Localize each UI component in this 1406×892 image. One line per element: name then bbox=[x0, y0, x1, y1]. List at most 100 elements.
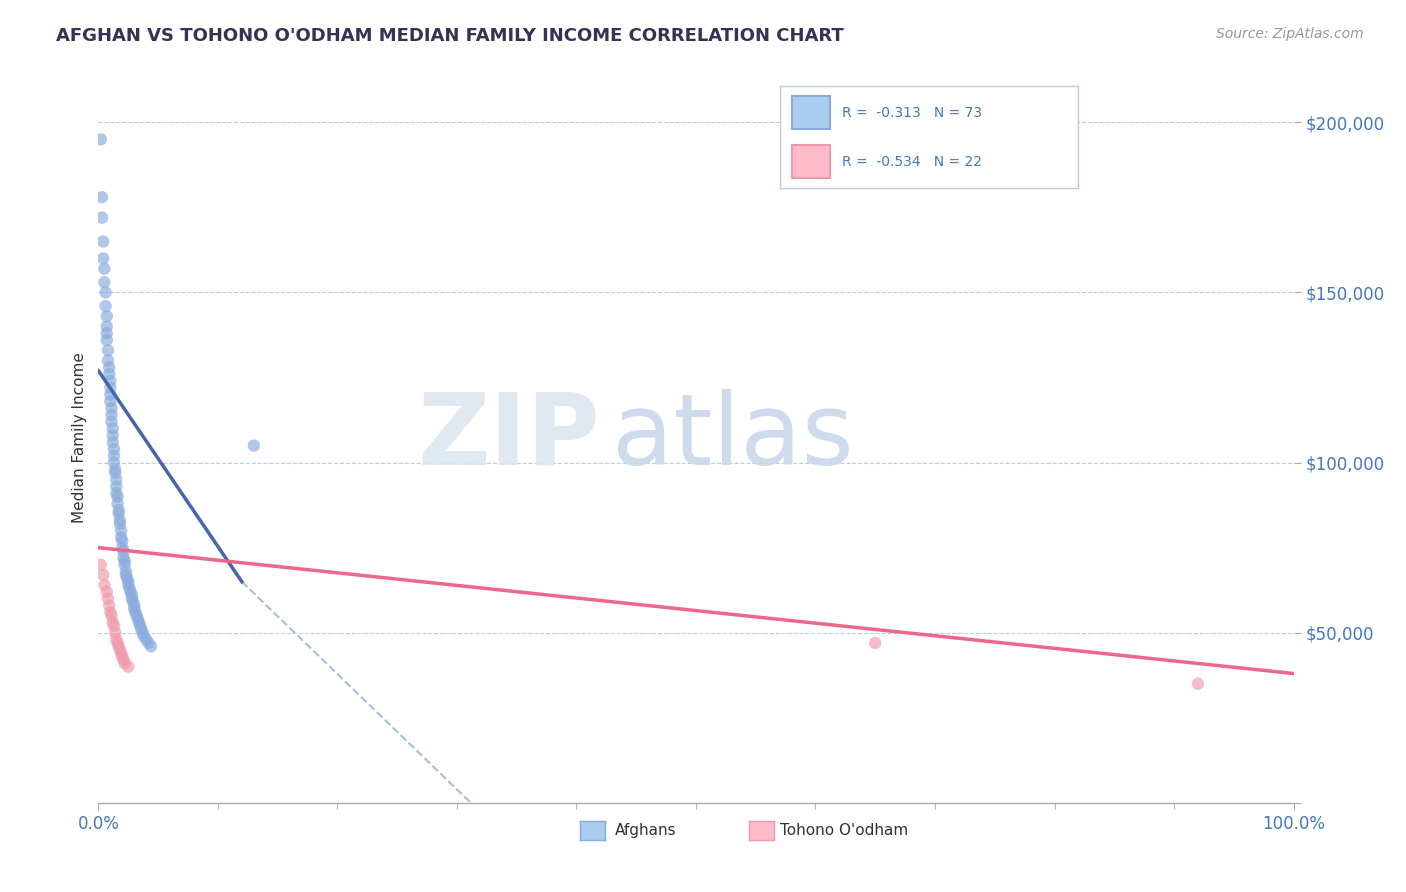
Point bbox=[97, 353, 120, 368]
Point bbox=[97, 343, 120, 358]
Point bbox=[138, 636, 160, 650]
Point bbox=[112, 550, 135, 565]
Point bbox=[131, 622, 153, 636]
Point bbox=[105, 473, 128, 487]
Point bbox=[865, 636, 887, 650]
Point bbox=[96, 310, 118, 324]
Point bbox=[129, 619, 152, 633]
Point bbox=[121, 588, 143, 602]
Point bbox=[124, 602, 146, 616]
Point bbox=[103, 449, 125, 463]
Point bbox=[115, 567, 138, 582]
Point bbox=[105, 486, 128, 500]
Point bbox=[90, 132, 112, 146]
Point bbox=[101, 428, 124, 442]
Point bbox=[103, 442, 125, 456]
Text: Afghans: Afghans bbox=[614, 823, 676, 838]
Point bbox=[122, 595, 145, 609]
Point bbox=[114, 558, 136, 572]
Point bbox=[100, 401, 122, 416]
Point bbox=[98, 374, 122, 388]
Point bbox=[98, 605, 122, 619]
Point bbox=[104, 466, 127, 480]
Point bbox=[111, 533, 134, 548]
Point bbox=[112, 653, 135, 667]
Point bbox=[98, 367, 121, 381]
Point bbox=[93, 261, 115, 276]
Point bbox=[96, 333, 118, 347]
Point bbox=[105, 632, 128, 647]
Text: Source: ZipAtlas.com: Source: ZipAtlas.com bbox=[1216, 27, 1364, 41]
Point bbox=[1187, 677, 1209, 691]
Point bbox=[101, 435, 124, 450]
Point bbox=[104, 462, 127, 476]
Point bbox=[96, 326, 118, 341]
Point bbox=[120, 585, 142, 599]
Text: atlas: atlas bbox=[613, 389, 853, 485]
Point bbox=[98, 387, 122, 401]
Point bbox=[94, 285, 117, 300]
Point bbox=[100, 608, 122, 623]
Point bbox=[104, 625, 127, 640]
Point bbox=[128, 615, 150, 630]
Point bbox=[96, 585, 118, 599]
Text: Tohono O'odham: Tohono O'odham bbox=[779, 823, 908, 838]
Point bbox=[105, 479, 128, 493]
Point bbox=[91, 252, 114, 266]
Point bbox=[97, 591, 120, 606]
Point bbox=[112, 544, 135, 558]
Point bbox=[114, 657, 136, 671]
Point bbox=[111, 649, 134, 664]
Point bbox=[93, 275, 115, 289]
Point bbox=[117, 659, 139, 673]
Point bbox=[110, 524, 132, 538]
Point bbox=[127, 612, 149, 626]
Point bbox=[243, 439, 266, 453]
Point bbox=[96, 319, 118, 334]
Point bbox=[131, 625, 153, 640]
Text: ZIP: ZIP bbox=[418, 389, 600, 485]
Point bbox=[135, 632, 157, 647]
Point bbox=[94, 299, 117, 313]
Point bbox=[107, 636, 129, 650]
Point bbox=[121, 591, 143, 606]
Point bbox=[93, 578, 115, 592]
Point bbox=[90, 558, 112, 572]
Point bbox=[110, 646, 132, 660]
Point bbox=[108, 642, 131, 657]
Point bbox=[110, 531, 132, 545]
Point bbox=[139, 640, 162, 654]
Point bbox=[115, 571, 138, 585]
Point bbox=[111, 541, 134, 555]
Point bbox=[98, 599, 121, 613]
Point bbox=[132, 629, 155, 643]
Point bbox=[124, 605, 146, 619]
Point bbox=[91, 567, 114, 582]
Point bbox=[100, 415, 122, 429]
Point bbox=[108, 513, 131, 527]
Point bbox=[103, 456, 125, 470]
Point bbox=[91, 211, 114, 225]
Point bbox=[107, 503, 129, 517]
Point bbox=[98, 381, 122, 395]
Point bbox=[107, 496, 129, 510]
Point bbox=[98, 360, 121, 375]
Point bbox=[115, 565, 138, 579]
Point bbox=[103, 619, 125, 633]
Point bbox=[117, 578, 139, 592]
Point bbox=[114, 554, 136, 568]
Point bbox=[118, 582, 141, 596]
Point bbox=[100, 408, 122, 422]
Point bbox=[91, 235, 114, 249]
Point bbox=[117, 574, 139, 589]
Text: AFGHAN VS TOHONO O'ODHAM MEDIAN FAMILY INCOME CORRELATION CHART: AFGHAN VS TOHONO O'ODHAM MEDIAN FAMILY I… bbox=[56, 27, 844, 45]
Point bbox=[101, 421, 124, 435]
Y-axis label: Median Family Income: Median Family Income bbox=[72, 351, 87, 523]
Point bbox=[125, 608, 148, 623]
Point bbox=[108, 516, 131, 531]
Point bbox=[91, 190, 114, 204]
Point bbox=[98, 394, 122, 409]
Point bbox=[107, 507, 129, 521]
Point bbox=[107, 490, 129, 504]
Point bbox=[101, 615, 124, 630]
